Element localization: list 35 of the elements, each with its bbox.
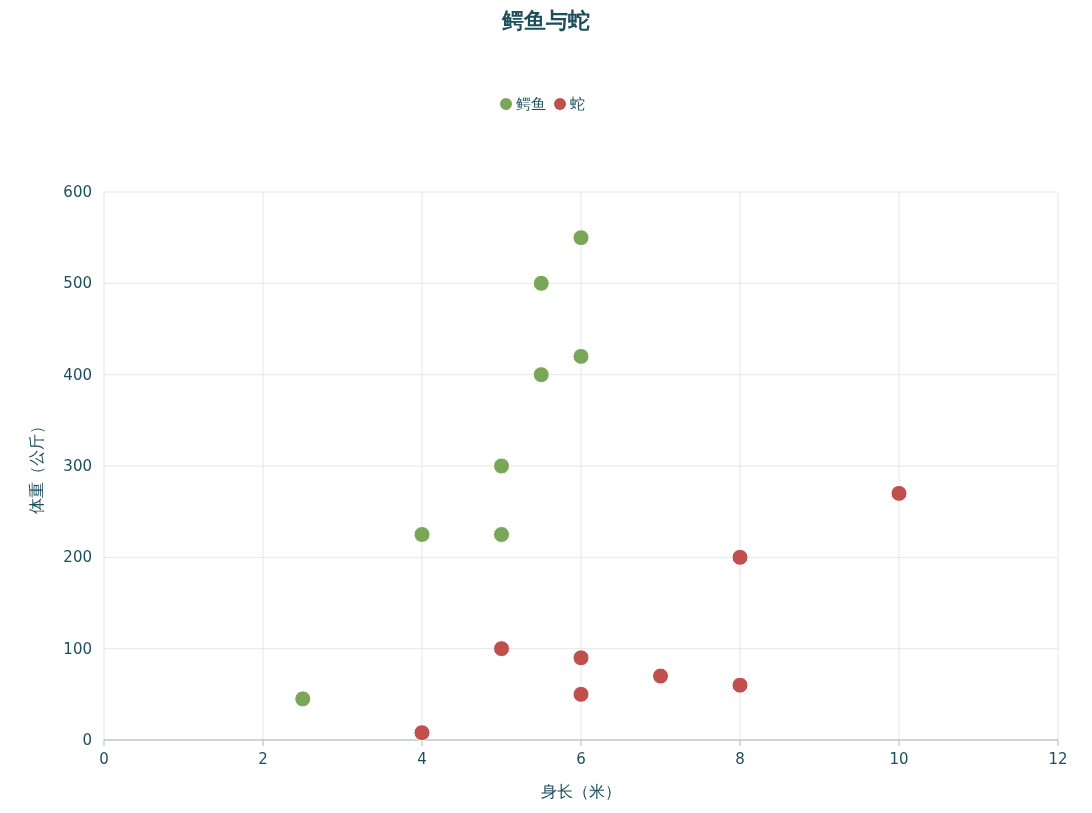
point <box>413 526 431 543</box>
y-tick-label: 0 <box>82 731 92 749</box>
point <box>572 347 590 365</box>
x-tick-label: 0 <box>99 750 109 768</box>
point <box>532 366 550 384</box>
point <box>413 724 431 742</box>
x-tick-label: 10 <box>889 750 909 768</box>
y-tick-label: 200 <box>63 548 92 567</box>
legend-label: 鳄鱼 <box>516 95 546 113</box>
x-tick-label: 8 <box>735 750 745 768</box>
y-tick-label: 600 <box>63 183 92 201</box>
point <box>652 667 669 685</box>
y-tick-label: 300 <box>63 457 92 475</box>
point <box>572 229 590 247</box>
point <box>493 526 510 543</box>
point <box>532 274 550 292</box>
y-axis-title: 体重（公斤） <box>27 418 46 514</box>
point <box>572 685 590 703</box>
point <box>890 484 908 502</box>
x-tick-label: 2 <box>258 750 268 768</box>
point <box>294 690 312 708</box>
legend-label: 蛇 <box>570 95 585 113</box>
chart-title: 鳄鱼与蛇 <box>501 8 590 33</box>
x-tick-label: 4 <box>417 750 427 768</box>
point <box>731 676 749 694</box>
point <box>731 548 749 566</box>
y-tick-label: 400 <box>63 365 92 384</box>
x-tick-label: 6 <box>576 750 586 768</box>
point <box>493 640 510 658</box>
point <box>493 457 510 475</box>
y-tick-label: 500 <box>63 274 92 293</box>
x-axis-title: 身长（米） <box>541 782 621 801</box>
y-tick-label: 100 <box>63 639 92 658</box>
x-tick-label: 12 <box>1048 750 1068 768</box>
point <box>572 649 590 667</box>
